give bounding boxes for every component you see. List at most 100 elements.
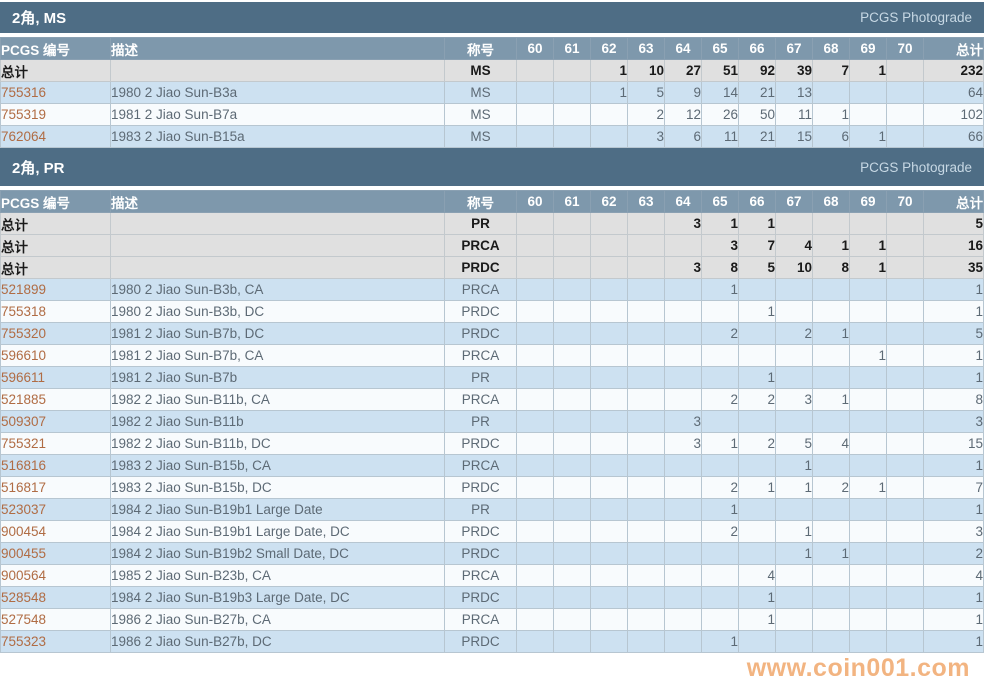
designation-cell: PRCA [444, 344, 517, 367]
pcgs-number-link[interactable]: 596611 [1, 370, 46, 385]
pcgs-number-link[interactable]: 516816 [1, 458, 47, 473]
photograde-link[interactable]: PCGS Photograde [860, 159, 972, 175]
grade-70-cell [886, 476, 924, 499]
grade-64-cell: 6 [664, 125, 702, 148]
grade-69-cell [849, 278, 887, 301]
grade-66-cell [738, 542, 776, 565]
column-header-row: PCGS 编号 描述 称号 60 61 62 63 64 65 66 67 68 69 70 总计 [0, 37, 984, 60]
grade-61-cell [553, 103, 591, 126]
pcgs-number-link[interactable]: 762064 [1, 129, 47, 144]
photograde-link[interactable]: PCGS Photograde [860, 10, 972, 25]
grade-64-cell [664, 564, 702, 587]
pcgs-number-link[interactable]: 755321 [1, 436, 47, 451]
grade-70-cell [886, 278, 924, 301]
grade-60-cell [516, 454, 554, 477]
pcgs-number-link[interactable]: 527548 [1, 612, 47, 627]
grade-65-cell [701, 410, 739, 433]
grade-70-cell [886, 366, 924, 389]
description-cell: 1984 2 Jiao Sun-B19b1 Large Date [110, 498, 445, 521]
pcgs-number-link[interactable]: 900455 [1, 546, 47, 561]
grade-62-cell [590, 278, 628, 301]
pcgs-number-link[interactable]: 755320 [1, 326, 47, 341]
grade-60-cell [516, 630, 554, 653]
grade-68-cell: 1 [812, 388, 850, 411]
grade-60-cell [516, 366, 554, 389]
grade-66-cell [738, 344, 776, 367]
grade-67-cell [775, 586, 813, 609]
grade-70-cell [886, 59, 924, 82]
designation-cell: PRCA [444, 564, 517, 587]
grade-63-cell [627, 388, 665, 411]
designation-cell: PRDC [444, 300, 517, 323]
col-header-pcgs-number: PCGS 编号 [0, 37, 111, 60]
description-cell [110, 59, 445, 82]
grade-69-cell [849, 498, 887, 521]
grade-63-cell [627, 608, 665, 631]
col-header-grade-70: 70 [886, 37, 924, 60]
grade-62-cell [590, 564, 628, 587]
pcgs-number-link[interactable]: 900454 [1, 524, 47, 539]
pcgs-number-link[interactable]: 755316 [1, 85, 47, 100]
grade-60-cell [516, 322, 554, 345]
col-header-total: 总计 [923, 37, 984, 60]
pcgs-number-link[interactable]: 900564 [1, 568, 47, 583]
grade-62-cell [590, 125, 628, 148]
grade-64-cell [664, 234, 702, 257]
col-header-grade-67: 67 [775, 37, 813, 60]
grade-60-cell [516, 81, 554, 104]
grade-65-cell: 1 [701, 432, 739, 455]
row-total-cell: 15 [923, 432, 984, 455]
grade-69-cell: 1 [849, 256, 887, 279]
grade-68-cell: 6 [812, 125, 850, 148]
designation-cell: PRDC [444, 432, 517, 455]
grade-63-cell [627, 212, 665, 235]
col-header-grade-68: 68 [812, 37, 850, 60]
pcgs-number-link[interactable]: 523037 [1, 502, 47, 517]
grade-65-cell [701, 586, 739, 609]
pcgs-number-link[interactable]: 755318 [1, 304, 47, 319]
grade-69-cell: 1 [849, 125, 887, 148]
pcgs-number-cell: 755323 [0, 630, 111, 653]
grade-70-cell [886, 322, 924, 345]
pcgs-number-link[interactable]: 528548 [1, 590, 47, 605]
coin-row: 509307 1982 2 Jiao Sun-B11b PR 3 3 [0, 410, 984, 433]
row-total-cell: 7 [923, 476, 984, 499]
grade-70-cell [886, 125, 924, 148]
grade-70-cell [886, 81, 924, 104]
coin-row: 900454 1984 2 Jiao Sun-B19b1 Large Date, … [0, 520, 984, 543]
description-cell: 1983 2 Jiao Sun-B15b, DC [110, 476, 445, 499]
pcgs-number-link[interactable]: 521885 [1, 392, 47, 407]
row-total-cell: 1 [923, 278, 984, 301]
grade-64-cell [664, 300, 702, 323]
pcgs-number-link[interactable]: 521899 [1, 282, 47, 297]
pcgs-number-link[interactable]: 755323 [1, 634, 47, 649]
col-header-grade-62: 62 [590, 37, 628, 60]
designation-cell: PR [444, 498, 517, 521]
grade-64-cell: 3 [664, 432, 702, 455]
pcgs-number-link[interactable]: 596610 [1, 348, 47, 363]
grade-60-cell [516, 388, 554, 411]
section-title: 2角, PR [12, 159, 65, 177]
grade-68-cell: 4 [812, 432, 850, 455]
row-total-cell: 8 [923, 388, 984, 411]
grade-69-cell [849, 300, 887, 323]
coin-row: 521885 1982 2 Jiao Sun-B11b, CA PRCA 2 2 3 1 8 [0, 388, 984, 411]
pcgs-number-cell: 521899 [0, 278, 111, 301]
grade-63-cell [627, 476, 665, 499]
row-total-cell: 2 [923, 542, 984, 565]
grade-66-cell [738, 454, 776, 477]
grade-70-cell [886, 234, 924, 257]
pcgs-number-link[interactable]: 755319 [1, 107, 47, 122]
section-ms: 2角, MS PCGS Photograde PCGS 编号 描述 称号 60 61 62… [0, 2, 984, 148]
grade-64-cell: 9 [664, 81, 702, 104]
grade-67-cell: 1 [775, 542, 813, 565]
grade-67-cell: 1 [775, 476, 813, 499]
grade-70-cell [886, 256, 924, 279]
grade-64-cell [664, 476, 702, 499]
pcgs-number-link[interactable]: 516817 [1, 480, 47, 495]
pcgs-number-link[interactable]: 509307 [1, 414, 47, 429]
row-total-cell: 64 [923, 81, 984, 104]
grade-68-cell [812, 81, 850, 104]
col-header-description: 描述 [110, 190, 445, 213]
designation-cell: PR [444, 212, 517, 235]
